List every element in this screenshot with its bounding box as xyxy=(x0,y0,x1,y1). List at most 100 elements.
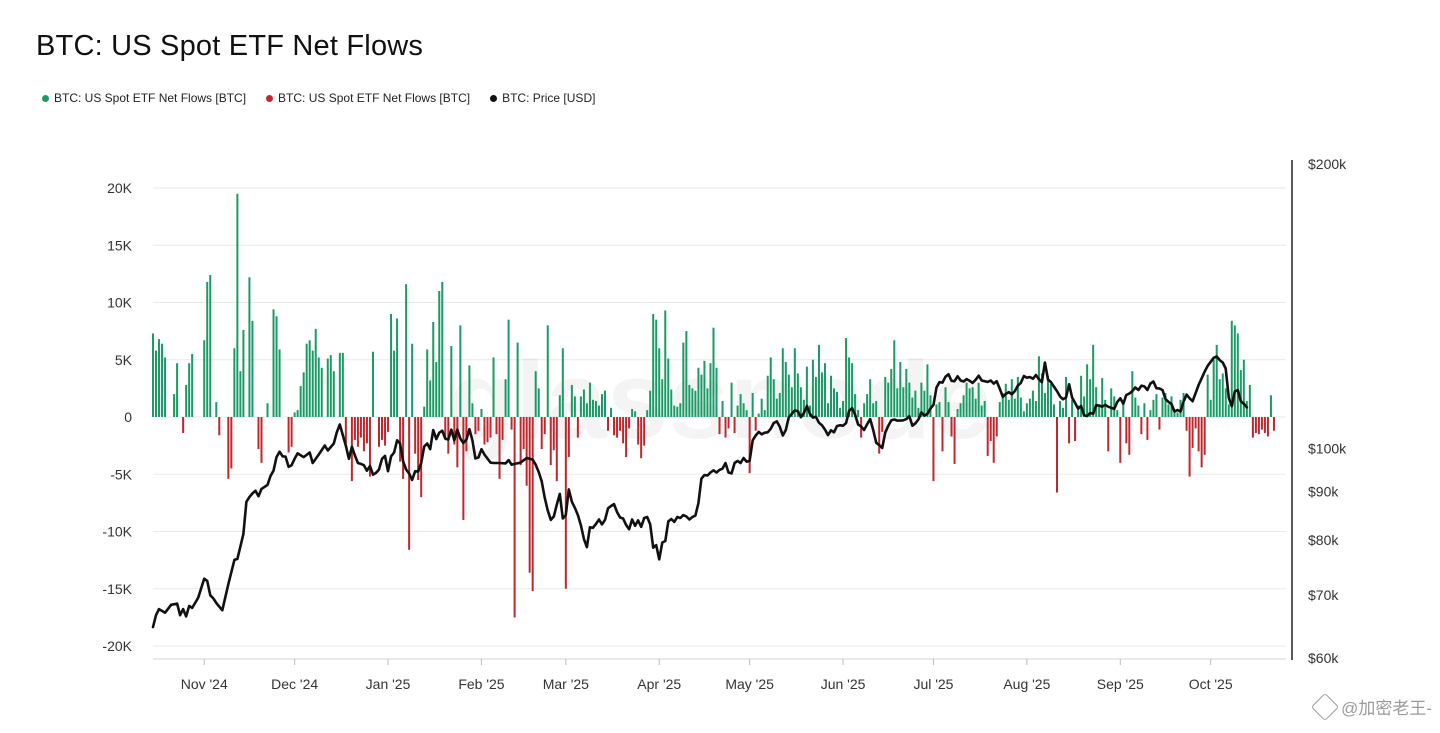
inflow-bar xyxy=(962,395,965,417)
inflow-bar xyxy=(709,363,712,417)
outflow-bar xyxy=(643,417,646,446)
outflow-bar xyxy=(182,417,185,434)
inflow-bar xyxy=(1046,375,1049,417)
inflow-bar xyxy=(317,357,320,417)
inflow-bar xyxy=(1077,405,1080,417)
inflow-bar xyxy=(896,388,899,418)
outflow-bar xyxy=(387,417,390,432)
outflow-bar xyxy=(356,417,359,447)
outflow-bar xyxy=(733,417,736,434)
inflow-bar xyxy=(155,350,158,417)
outflow-bar xyxy=(408,417,411,550)
outflow-bar xyxy=(365,417,368,444)
price-tick-label: $60k xyxy=(1308,650,1339,666)
inflow-bar xyxy=(781,348,784,417)
inflow-bar xyxy=(516,342,519,417)
outflow-bar xyxy=(477,417,480,431)
inflow-bar xyxy=(432,321,435,417)
inflow-bar xyxy=(173,394,176,417)
price-line xyxy=(151,355,1249,629)
inflow-bar xyxy=(1149,410,1152,417)
inflow-bar xyxy=(769,357,772,417)
inflow-bar xyxy=(739,394,742,417)
inflow-bar xyxy=(423,406,426,417)
outflow-bar xyxy=(218,417,221,436)
inflow-bar xyxy=(582,389,585,417)
inflow-bar xyxy=(817,344,820,417)
price-tick-label: $100k xyxy=(1308,440,1347,456)
outflow-bar xyxy=(1146,417,1149,440)
inflow-bar xyxy=(1016,376,1019,417)
inflow-bar xyxy=(1167,404,1170,417)
outflow-bar xyxy=(474,417,477,435)
inflow-bar xyxy=(935,404,938,417)
outflow-bar xyxy=(1203,417,1206,455)
outflow-bar xyxy=(513,417,516,618)
outflow-bar xyxy=(564,417,567,589)
legend-item-price[interactable]: BTC: Price [USD] xyxy=(490,91,595,105)
inflow-bar xyxy=(600,394,603,417)
inflow-bar xyxy=(275,316,278,417)
inflow-bar xyxy=(1019,397,1022,417)
outflow-bar xyxy=(622,417,625,444)
outflow-bar xyxy=(359,417,362,438)
inflow-bar xyxy=(1007,399,1010,417)
inflow-bar xyxy=(206,281,209,417)
inflow-bar xyxy=(652,313,655,417)
outflow-bar xyxy=(640,417,643,459)
outflow-bar xyxy=(1260,417,1263,430)
outflow-bar xyxy=(260,417,263,463)
outflow-bar xyxy=(353,417,356,440)
inflow-bar xyxy=(1110,388,1113,418)
inflow-bar xyxy=(1218,379,1221,417)
outflow-bar xyxy=(531,417,534,592)
inflow-bar xyxy=(1086,364,1089,417)
inflow-bar xyxy=(826,403,829,417)
inflow-bar xyxy=(1104,399,1107,417)
inflow-bar xyxy=(393,350,396,417)
inflow-bar xyxy=(884,376,887,417)
inflow-bar xyxy=(429,380,432,417)
inflow-bar xyxy=(905,368,908,417)
flow-bars xyxy=(152,193,1275,618)
inflow-bar xyxy=(438,291,441,417)
outflow-bar xyxy=(1188,417,1191,477)
outflow-bar xyxy=(1068,417,1071,444)
inflow-bar xyxy=(848,357,851,417)
legend-item-inflows[interactable]: BTC: US Spot ETF Net Flows [BTC] xyxy=(42,91,246,105)
inflow-bar xyxy=(278,349,281,417)
outflow-bar xyxy=(727,417,730,429)
outflow-bar xyxy=(567,417,570,458)
inflow-bar xyxy=(914,390,917,417)
inflow-bar xyxy=(534,371,537,417)
inflow-bar xyxy=(911,397,914,417)
inflow-bar xyxy=(1001,392,1004,417)
inflow-bar xyxy=(694,390,697,417)
inflow-bar xyxy=(682,342,685,417)
y-tick-label: 10K xyxy=(107,295,133,311)
outflow-bar xyxy=(230,417,233,469)
inflow-bar xyxy=(242,329,245,417)
inflow-bar xyxy=(573,396,576,417)
inflow-bar xyxy=(745,410,748,417)
inflow-bar xyxy=(646,410,649,417)
outflow-bar xyxy=(1257,417,1260,435)
inflow-bar xyxy=(546,325,549,417)
outflow-bar xyxy=(444,417,447,438)
inflow-bar xyxy=(977,382,980,417)
inflow-bar xyxy=(341,352,344,417)
inflow-bar xyxy=(839,407,842,417)
inflow-bar xyxy=(579,396,582,417)
inflow-bar xyxy=(1236,333,1239,417)
outflow-bar xyxy=(495,417,498,435)
inflow-bar xyxy=(721,400,724,417)
inflow-bar xyxy=(610,407,613,417)
inflow-bar xyxy=(1155,394,1158,417)
inflow-bar xyxy=(983,400,986,417)
inflow-bar xyxy=(1028,398,1031,417)
outflow-bar xyxy=(417,417,420,480)
inflow-bar xyxy=(830,375,832,417)
legend-item-outflows[interactable]: BTC: US Spot ETF Net Flows [BTC] xyxy=(266,91,470,105)
inflow-bar xyxy=(411,343,414,417)
inflow-bar xyxy=(396,318,399,417)
